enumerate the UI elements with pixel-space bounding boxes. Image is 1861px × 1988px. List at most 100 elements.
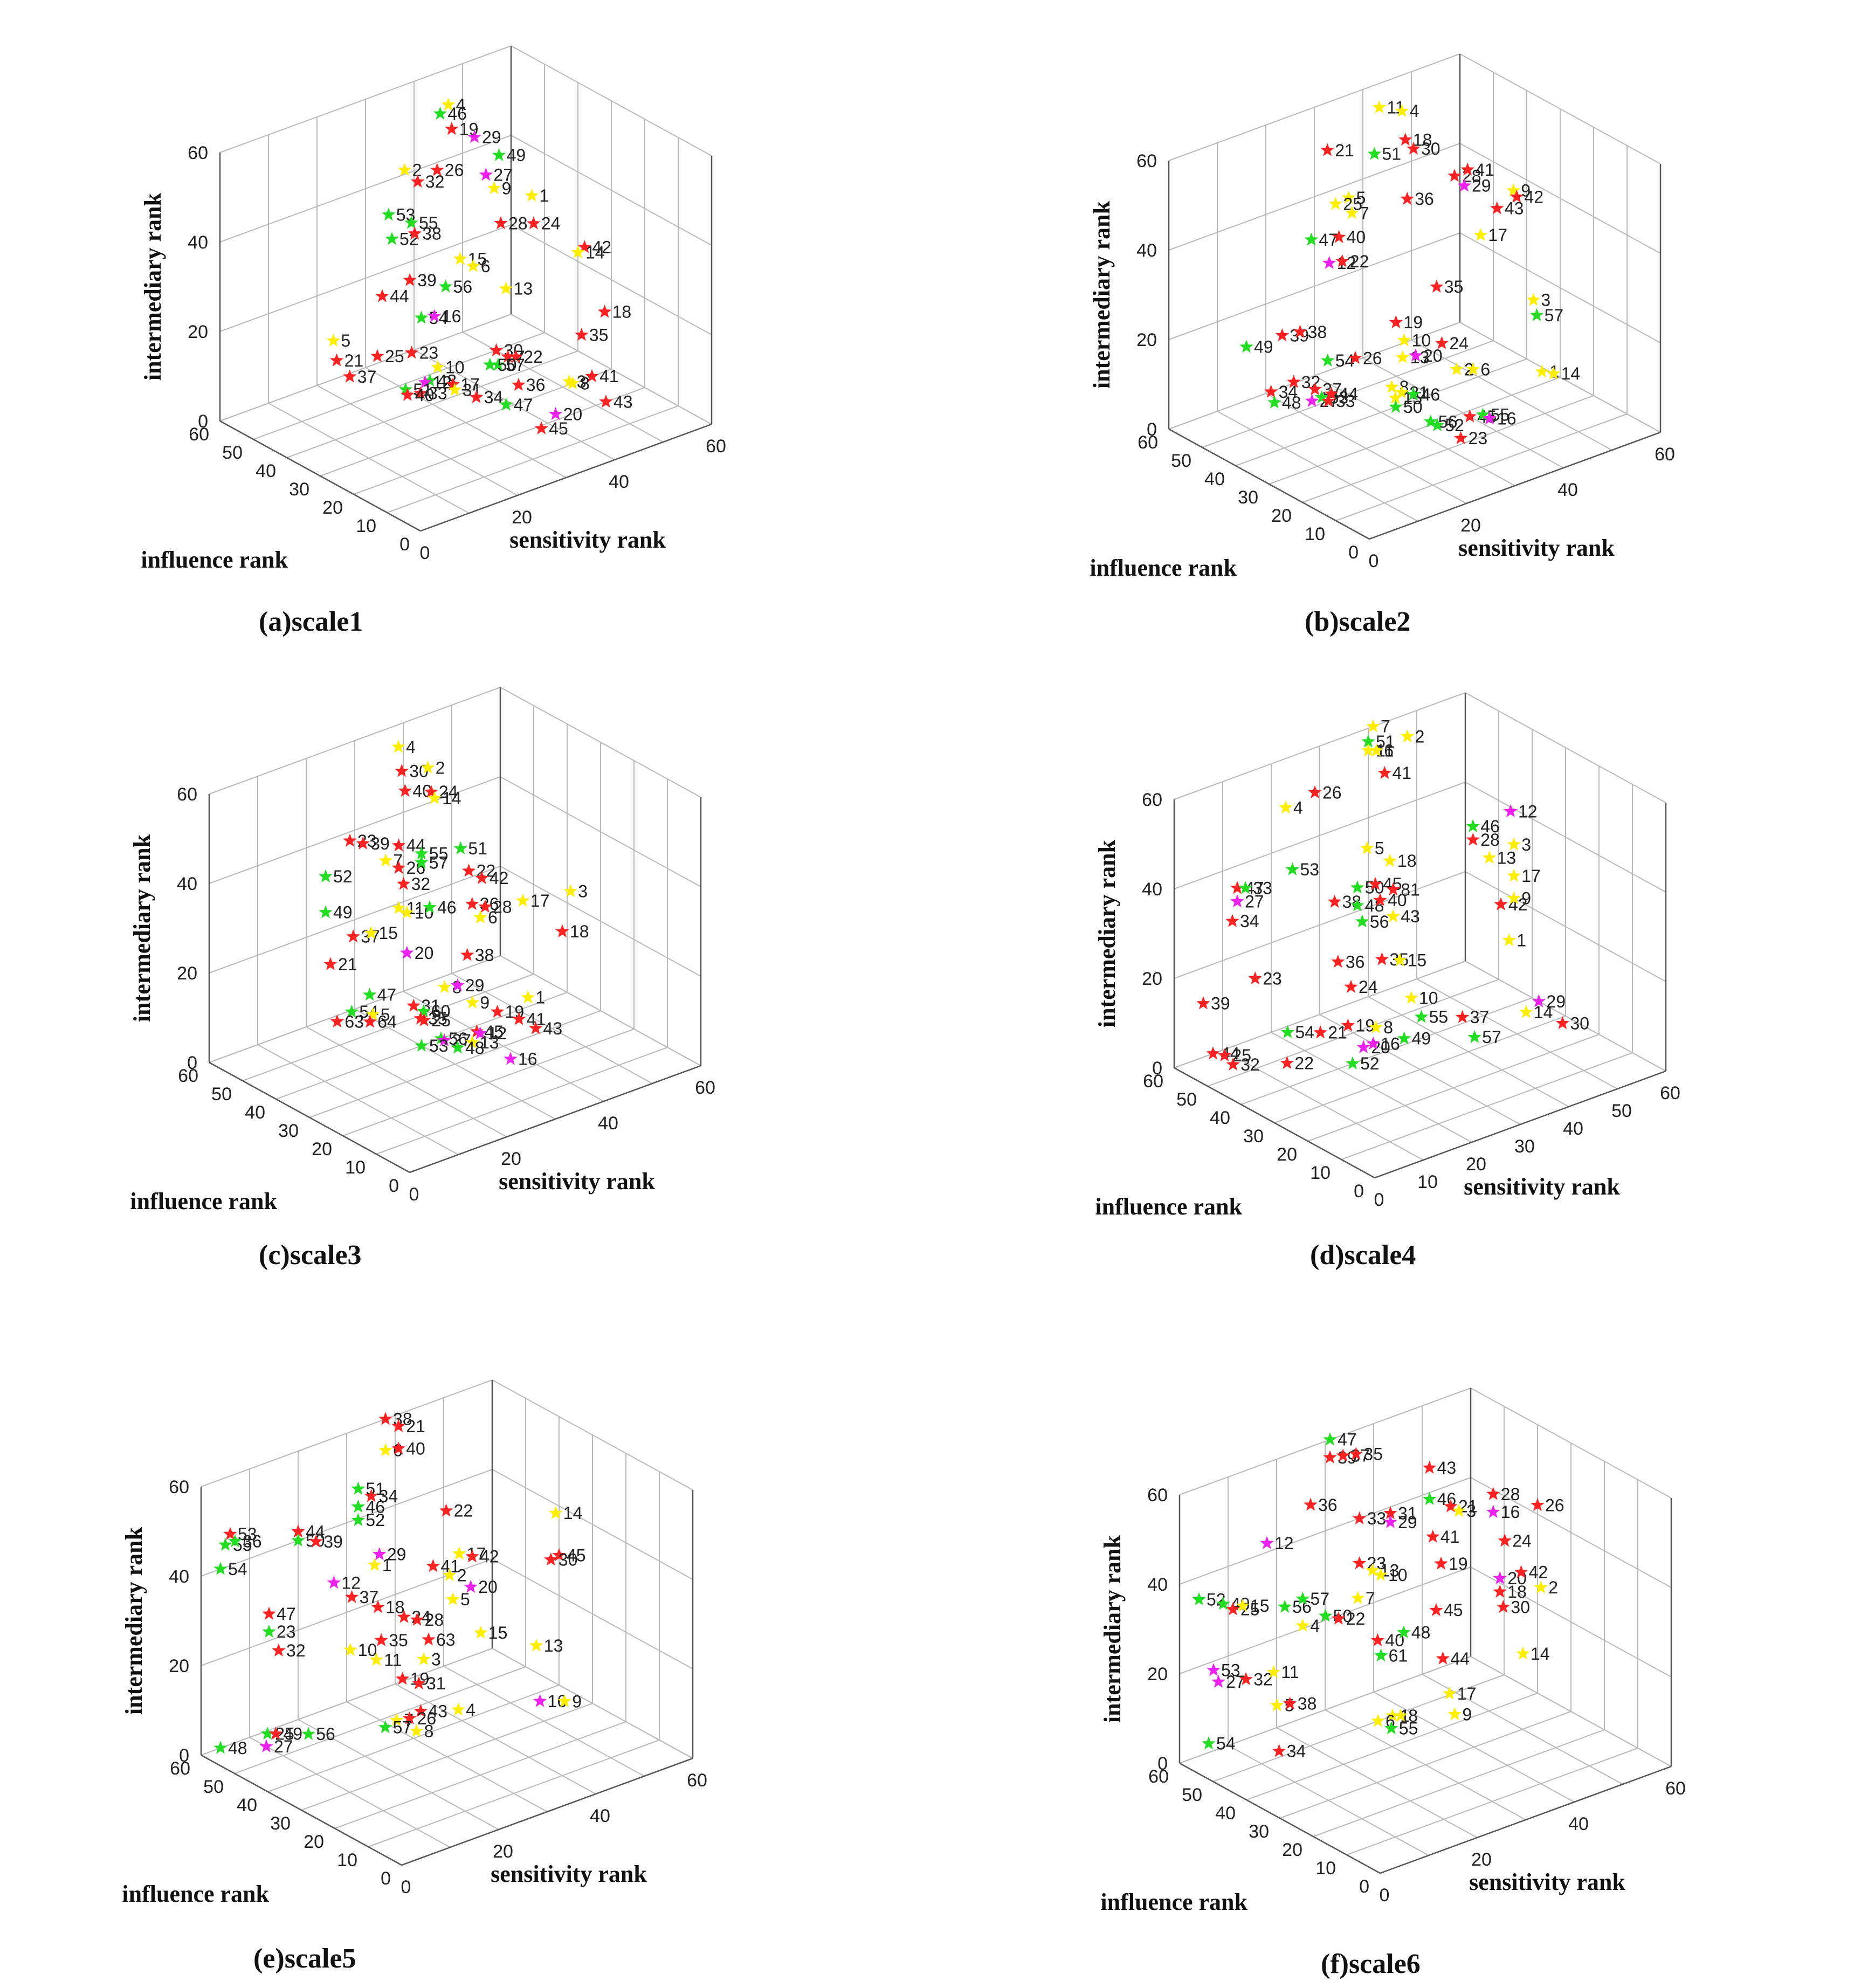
point-marker-8 xyxy=(566,376,580,390)
x-tick-label: 0 xyxy=(420,543,430,563)
point-marker-9 xyxy=(1448,1707,1462,1721)
point-label-27: 27 xyxy=(274,1737,293,1756)
point-marker-9 xyxy=(1507,891,1521,905)
y-tick-label: 10 xyxy=(1310,1163,1331,1183)
point-marker-54 xyxy=(344,1004,359,1018)
point-marker-22 xyxy=(1335,254,1349,267)
point-marker-33 xyxy=(1321,394,1335,408)
point-label-21: 21 xyxy=(338,955,357,974)
point-marker-8 xyxy=(409,1724,424,1737)
panel-caption: (e)scale5 xyxy=(253,1943,356,1974)
axes-box xyxy=(1168,54,1662,540)
point-marker-27 xyxy=(437,1033,451,1047)
point-marker-28 xyxy=(494,216,508,230)
x-tick-label: 60 xyxy=(695,1078,715,1098)
z-tick-label: 40 xyxy=(169,1566,189,1587)
data-points: 7251116264144733273453518462812133504581… xyxy=(1196,717,1589,1074)
point-label-18: 18 xyxy=(612,302,632,322)
point-marker-39 xyxy=(1196,996,1210,1010)
x-tick-label: 40 xyxy=(1563,1119,1583,1139)
point-marker-11 xyxy=(391,901,406,914)
point-label-36: 36 xyxy=(1318,1495,1338,1515)
grid-lines xyxy=(1179,1388,1672,1874)
point-label-7: 7 xyxy=(1366,1589,1375,1608)
point-marker-17 xyxy=(446,377,460,391)
point-marker-1 xyxy=(525,188,539,202)
point-label-17: 17 xyxy=(530,891,550,910)
grid-lines xyxy=(201,1379,693,1866)
point-marker-3 xyxy=(1452,1503,1466,1517)
point-marker-53 xyxy=(382,208,396,221)
point-marker-9 xyxy=(1506,183,1520,197)
point-label-33: 33 xyxy=(1336,391,1355,411)
point-label-47: 47 xyxy=(277,1604,296,1624)
point-label-40: 40 xyxy=(1388,891,1407,910)
point-label-51: 51 xyxy=(1376,732,1395,751)
point-marker-2 xyxy=(397,163,412,176)
point-marker-44 xyxy=(1324,386,1339,400)
y-tick-label: 20 xyxy=(304,1832,324,1852)
point-marker-5 xyxy=(326,333,341,347)
y-tick-label: 20 xyxy=(1277,1144,1297,1165)
point-label-43: 43 xyxy=(1401,907,1420,926)
point-marker-50 xyxy=(1389,399,1403,413)
point-label-56: 56 xyxy=(316,1724,335,1744)
point-label-32: 32 xyxy=(411,874,431,894)
y-tick-label: 40 xyxy=(1204,469,1225,489)
point-marker-15 xyxy=(453,251,467,265)
point-marker-46 xyxy=(423,900,437,914)
point-marker-46 xyxy=(351,1499,366,1513)
point-label-11: 11 xyxy=(384,1651,402,1670)
x-axis-label: sensitivity rank xyxy=(1458,535,1615,561)
point-label-49: 49 xyxy=(283,1724,302,1744)
point-label-43: 43 xyxy=(428,1702,447,1721)
point-label-54: 54 xyxy=(1295,1023,1314,1042)
point-label-30: 30 xyxy=(1570,1013,1589,1033)
point-marker-19 xyxy=(1341,1018,1355,1032)
point-marker-38 xyxy=(1283,1696,1297,1710)
point-marker-36 xyxy=(465,896,479,910)
point-marker-44 xyxy=(1436,1651,1450,1665)
point-marker-46 xyxy=(1422,1492,1437,1506)
point-marker-56 xyxy=(301,1727,315,1740)
y-axis-label: influence rank xyxy=(130,1188,277,1214)
x-tick-label: 60 xyxy=(1660,1083,1680,1103)
y-tick-label: 30 xyxy=(278,1121,299,1141)
point-label-27: 27 xyxy=(493,165,513,184)
point-marker-2 xyxy=(1400,729,1415,743)
x-tick-label: 0 xyxy=(401,1877,411,1897)
panel-caption: (d)scale4 xyxy=(1310,1240,1416,1271)
point-marker-15 xyxy=(1393,953,1407,967)
point-marker-20 xyxy=(1356,1040,1370,1053)
point-marker-35 xyxy=(413,1011,428,1025)
axes-box xyxy=(219,46,713,532)
z-tick-label: 20 xyxy=(177,963,197,984)
point-label-31: 31 xyxy=(1398,1503,1417,1523)
point-marker-5 xyxy=(1341,190,1356,204)
grid-lines xyxy=(1174,692,1666,1178)
point-label-26: 26 xyxy=(1322,783,1342,802)
point-marker-22 xyxy=(1332,1611,1346,1625)
x-tick-label: 60 xyxy=(687,1770,707,1791)
y-axis-label: influence rank xyxy=(1095,1193,1242,1220)
point-marker-26 xyxy=(391,860,406,874)
point-marker-42 xyxy=(1494,897,1508,910)
point-marker-28 xyxy=(478,899,492,913)
point-marker-47 xyxy=(1304,232,1319,246)
point-marker-57 xyxy=(378,1720,392,1734)
axes-box xyxy=(1173,693,1667,1179)
point-label-42: 42 xyxy=(1524,187,1543,206)
z-tick-label: 60 xyxy=(169,1477,189,1497)
z-tick-label: 0 xyxy=(1147,419,1157,440)
point-marker-42 xyxy=(1510,189,1524,203)
y-tick-label: 40 xyxy=(256,461,276,481)
point-marker-56 xyxy=(1278,1599,1292,1613)
point-marker-48 xyxy=(451,1040,465,1054)
point-marker-19 xyxy=(445,121,459,135)
point-marker-29 xyxy=(467,130,481,143)
point-marker-49 xyxy=(492,148,506,161)
point-marker-51 xyxy=(1367,147,1382,160)
y-axis-label: influence rank xyxy=(1090,555,1237,581)
